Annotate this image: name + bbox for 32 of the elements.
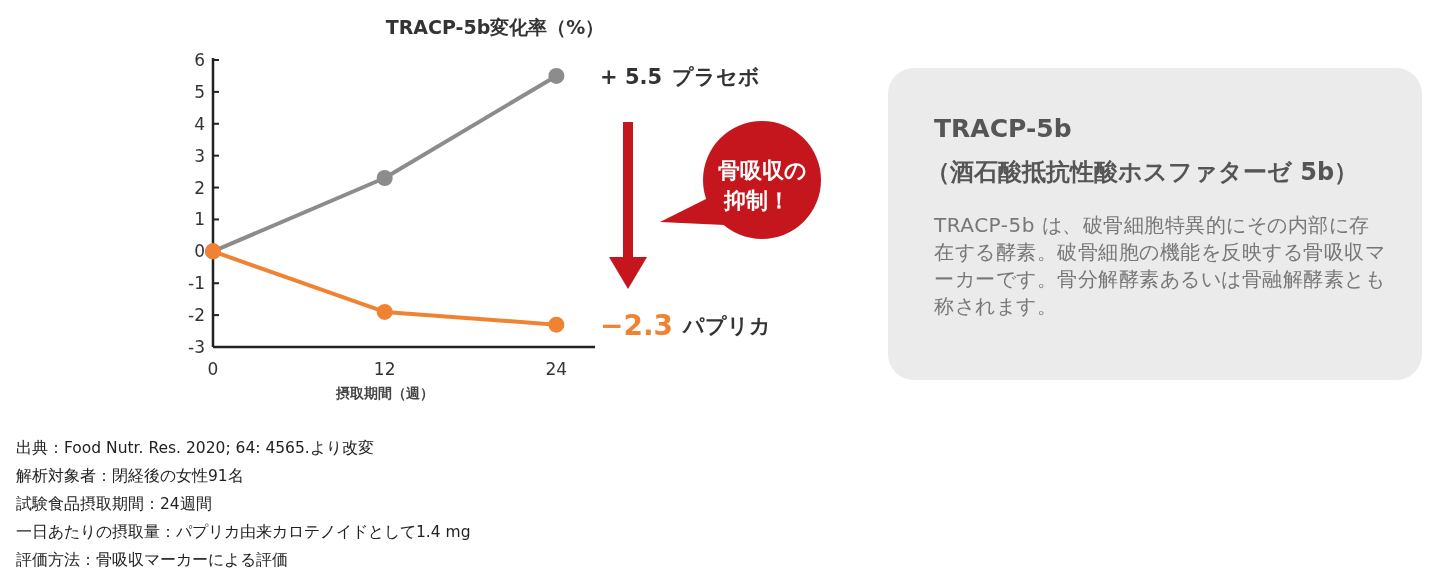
y-tick-label: -2	[188, 305, 205, 326]
y-tick-label: 2	[194, 177, 205, 198]
x-tick-label: 0	[207, 359, 219, 379]
text: プラセボ	[672, 64, 761, 89]
point	[376, 169, 393, 186]
x-tick-label: 24	[545, 359, 568, 379]
text: 一日あたりの摂取量：パプリカ由来カロテノイドとして1.4 mg	[16, 522, 471, 543]
y-tick-label: -3	[188, 337, 205, 357]
text: 評価方法：骨吸収マーカーによる評価	[16, 550, 288, 571]
y-tick-label: 0	[194, 241, 205, 262]
data-label: −2.3	[600, 308, 674, 342]
x-axis-title: 摂取期間（週）	[335, 385, 434, 401]
text: TRACP-5b	[934, 114, 1072, 143]
y-tick-label: -1	[188, 273, 205, 294]
y-tick-label: 1	[194, 209, 205, 230]
y-tick-label: 4	[194, 113, 205, 134]
y-tick-label: 3	[194, 145, 205, 166]
text: 解析対象者：閉経後の女性91名	[16, 466, 244, 487]
x-tick-label: 12	[373, 359, 396, 379]
source-note: 出典：Food Nutr. Res. 2020; 64: 4565.より改変	[16, 438, 374, 459]
text: 試験食品摂取期間：24週間	[16, 494, 212, 515]
data-label: + 5.5	[600, 64, 663, 89]
point	[376, 303, 393, 320]
text: TRACP-5b は、破骨細胞特異的にその内部に存在する酵素。破骨細胞の機能を反映する骨吸収マーカーです。骨分解酵素あるいは骨融解酵素とも称されます。	[934, 212, 1386, 320]
point	[548, 67, 565, 84]
point	[548, 316, 565, 333]
y-tick-label: 6	[194, 50, 205, 70]
text: （酒石酸抵抗性酸ホスファターゼ 5b）	[926, 157, 1359, 188]
text: パプリカ	[682, 313, 772, 338]
chart-title: TRACP-5b変化率（%）	[385, 16, 605, 38]
text: 骨吸収の抑制！	[717, 158, 807, 213]
y-tick-label: 5	[194, 81, 205, 102]
